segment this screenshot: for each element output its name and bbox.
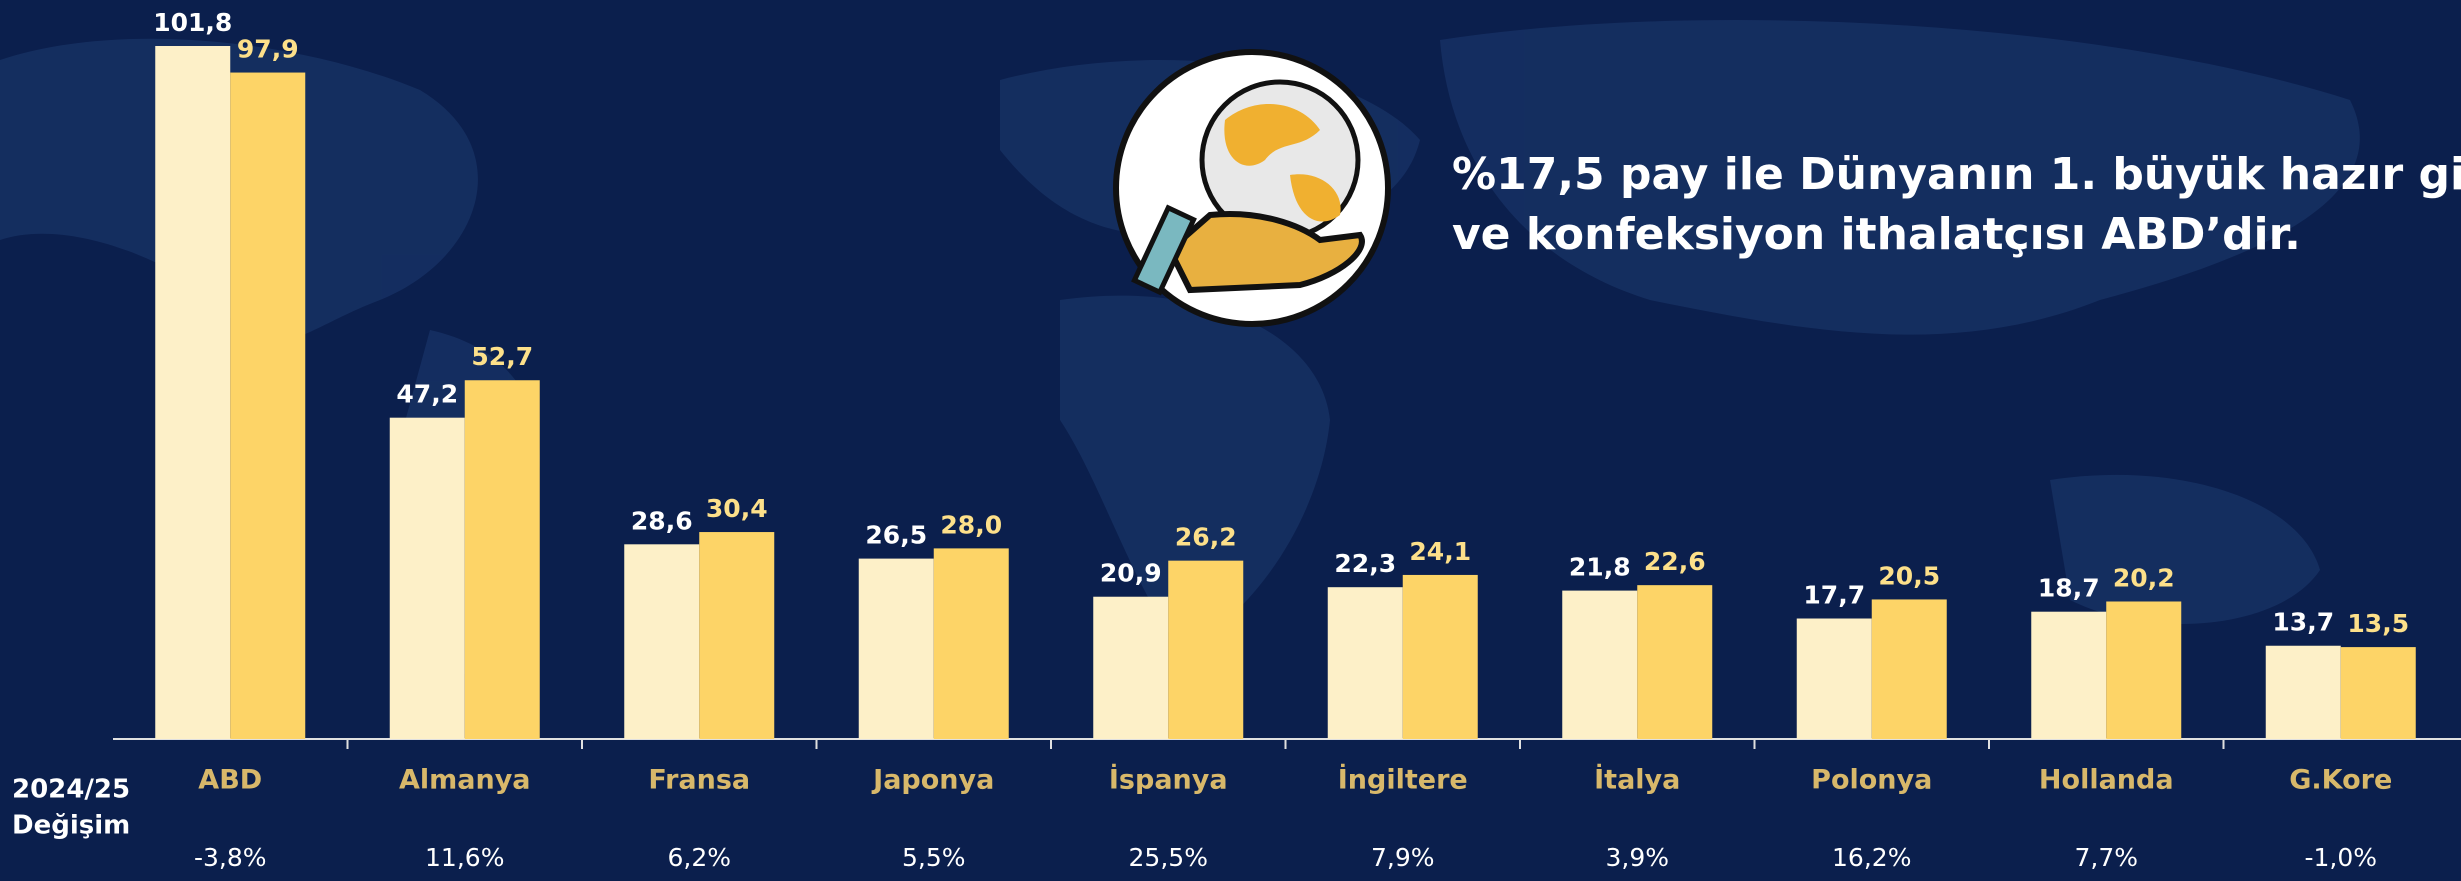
change-value: 7,9% <box>1371 843 1435 872</box>
x-tick-label: G.Kore <box>2289 765 2392 796</box>
bar <box>1871 599 1947 739</box>
bar <box>624 544 700 739</box>
x-tick-label: Japonya <box>871 765 994 796</box>
x-tick-label: Almanya <box>399 765 531 796</box>
x-tick-label: İspanya <box>1109 764 1228 796</box>
x-tick-label: İngiltere <box>1338 764 1468 796</box>
value-label: 24,1 <box>1409 537 1471 566</box>
change-value: 11,6% <box>425 843 504 872</box>
icon <box>1113 49 1391 327</box>
value-label: 47,2 <box>396 380 458 409</box>
change-value: 3,9% <box>1605 843 1669 872</box>
value-label: 97,9 <box>237 35 299 64</box>
change-value: 7,7% <box>2074 843 2138 872</box>
bar <box>933 548 1009 739</box>
value-label: 22,6 <box>1644 547 1706 576</box>
value-label: 52,7 <box>471 342 533 371</box>
change-value: 6,2% <box>667 843 731 872</box>
bar <box>155 46 231 739</box>
bar <box>1637 585 1713 739</box>
value-label: 30,4 <box>706 494 768 523</box>
annotation: %17,5 pay ile Dünyanın 1. büyük hazır gi… <box>1452 149 2461 200</box>
change-value: 5,5% <box>902 843 966 872</box>
annotation: ve konfeksiyon ithalatçısı ABD’dir. <box>1452 209 2301 260</box>
bar <box>1093 596 1169 739</box>
x-tick-label: ABD <box>198 765 262 796</box>
value-label: 22,3 <box>1334 549 1396 578</box>
x-tick-label: Hollanda <box>2039 765 2174 796</box>
value-label: 28,0 <box>940 510 1002 539</box>
bar <box>1402 574 1478 739</box>
value-label: 20,2 <box>2113 563 2175 592</box>
bar <box>1168 560 1244 739</box>
value-label: 13,7 <box>2272 608 2334 637</box>
bar <box>858 558 934 739</box>
change-value: 25,5% <box>1129 843 1208 872</box>
bar <box>1327 587 1403 739</box>
bar <box>1562 590 1638 739</box>
value-label: 26,2 <box>1175 523 1237 552</box>
bar <box>2031 611 2107 739</box>
x-tick-label: Fransa <box>648 765 750 796</box>
change-value: -1,0% <box>2304 843 2377 872</box>
value-label: 101,8 <box>153 8 232 37</box>
bar <box>2106 601 2182 739</box>
bar <box>699 532 775 739</box>
change-value: 16,2% <box>1832 843 1911 872</box>
value-label: 26,5 <box>865 521 927 550</box>
value-label: 28,6 <box>631 506 693 535</box>
bar <box>1796 618 1872 739</box>
bar <box>389 417 465 739</box>
bar <box>2265 645 2341 739</box>
bar <box>464 380 540 739</box>
row-label: 2024/25 <box>12 775 130 805</box>
row-label: Değişim <box>12 811 130 841</box>
change-value: -3,8% <box>194 843 267 872</box>
value-label: 18,7 <box>2038 574 2100 603</box>
value-label: 20,9 <box>1100 559 1162 588</box>
x-tick-label: İtalya <box>1594 764 1680 796</box>
value-label: 17,7 <box>1803 581 1865 610</box>
value-label: 21,8 <box>1569 553 1631 582</box>
bar <box>230 72 306 739</box>
bar <box>2340 647 2416 739</box>
value-label: 20,5 <box>1878 561 1940 590</box>
x-tick-label: Polonya <box>1811 765 1932 796</box>
value-label: 13,5 <box>2347 609 2409 638</box>
